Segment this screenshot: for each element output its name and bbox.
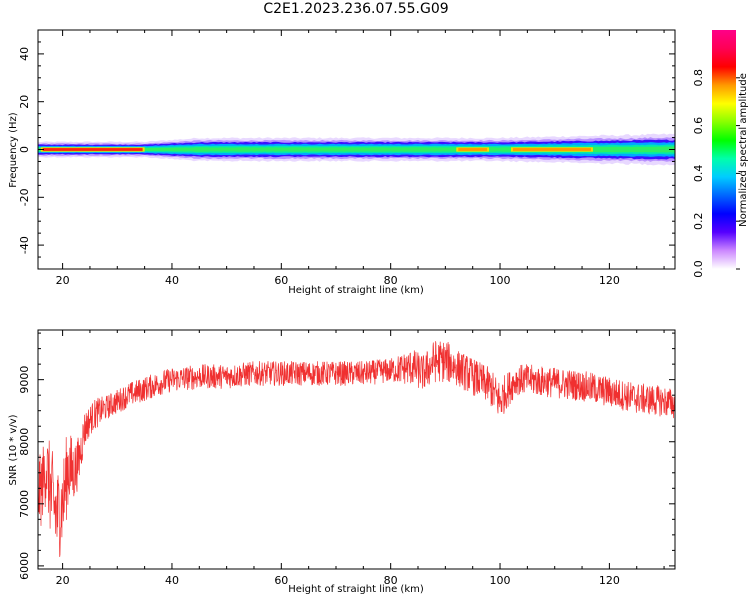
snr-series-line bbox=[38, 341, 675, 557]
colorbar-label: Normalized spectral amplitude bbox=[738, 73, 749, 227]
spectrogram-peak-core bbox=[458, 148, 488, 151]
spectrogram-x-tick-label: 100 bbox=[490, 274, 511, 287]
colorbar-tick-label: 0.6 bbox=[692, 117, 705, 135]
snr-x-tick-label: 100 bbox=[490, 574, 511, 587]
spectrogram-axes: 20 40 60 80 100 120 -40 -20 0 20 40 bbox=[18, 29, 675, 287]
snr-x-tick-label: 80 bbox=[384, 574, 398, 587]
spectrogram-x-tick-label: 20 bbox=[56, 274, 70, 287]
spectrogram-plot-area bbox=[38, 133, 675, 166]
snr-x-tick-label: 40 bbox=[165, 574, 179, 587]
spectrogram-y-axis-label: Frequency (Hz) bbox=[8, 112, 19, 188]
snr-x-tick-label: 120 bbox=[599, 574, 620, 587]
spectrogram-x-axis-label: Height of straight line (km) bbox=[288, 285, 424, 296]
snr-panel: 20 40 60 80 100 120 6000 7000 8000 9000 Height of… bbox=[8, 329, 676, 595]
snr-frame bbox=[37, 329, 676, 570]
spectrogram-y-tick-label: 20 bbox=[18, 95, 31, 109]
snr-x-tick-label: 60 bbox=[274, 574, 288, 587]
spectrogram-y-tick-label: 40 bbox=[18, 47, 31, 61]
colorbar: 0.0 0.2 0.4 0.6 0.8 Normalized spectral ampl… bbox=[692, 30, 749, 278]
spectrogram-x-tick-label: 60 bbox=[274, 274, 288, 287]
spectrogram-peak-core bbox=[42, 148, 143, 151]
snr-y-tick-label: 7000 bbox=[18, 490, 31, 518]
spectrogram-y-tick-label: 0 bbox=[18, 146, 31, 153]
snr-y-tick-label: 6000 bbox=[18, 552, 31, 580]
spectrogram-panel: 20 40 60 80 100 120 -40 -20 0 20 40 Height of stra… bbox=[8, 29, 676, 296]
colorbar-ticks: 0.0 0.2 0.4 0.6 0.8 bbox=[692, 69, 740, 278]
snr-y-axis-label: SNR (10 * v/v) bbox=[8, 414, 19, 485]
spectrogram-x-tick-label: 120 bbox=[599, 274, 620, 287]
colorbar-tick-label: 0.0 bbox=[692, 260, 705, 278]
snr-plot-area bbox=[38, 341, 675, 557]
snr-axes: 20 40 60 80 100 120 6000 7000 8000 9000 bbox=[18, 330, 675, 587]
snr-y-tick-label: 8000 bbox=[18, 428, 31, 456]
colorbar-tick-label: 0.8 bbox=[692, 69, 705, 87]
snr-x-tick-label: 20 bbox=[56, 574, 70, 587]
spectrogram-y-tick-label: -40 bbox=[18, 236, 31, 254]
colorbar-tick-label: 0.4 bbox=[692, 165, 705, 183]
snr-y-tick-label: 9000 bbox=[18, 366, 31, 394]
figure-title: C2E1.2023.236.07.55.G09 bbox=[263, 1, 449, 17]
spectrogram-x-tick-label: 40 bbox=[165, 274, 179, 287]
spectrogram-x-tick-label: 80 bbox=[384, 274, 398, 287]
spectrogram-y-tick-label: -20 bbox=[18, 188, 31, 206]
spectrogram-peak-core bbox=[512, 148, 591, 151]
colorbar-tick-label: 0.2 bbox=[692, 212, 705, 230]
snr-x-axis-label: Height of straight line (km) bbox=[288, 584, 424, 595]
colorbar-gradient bbox=[712, 30, 736, 269]
